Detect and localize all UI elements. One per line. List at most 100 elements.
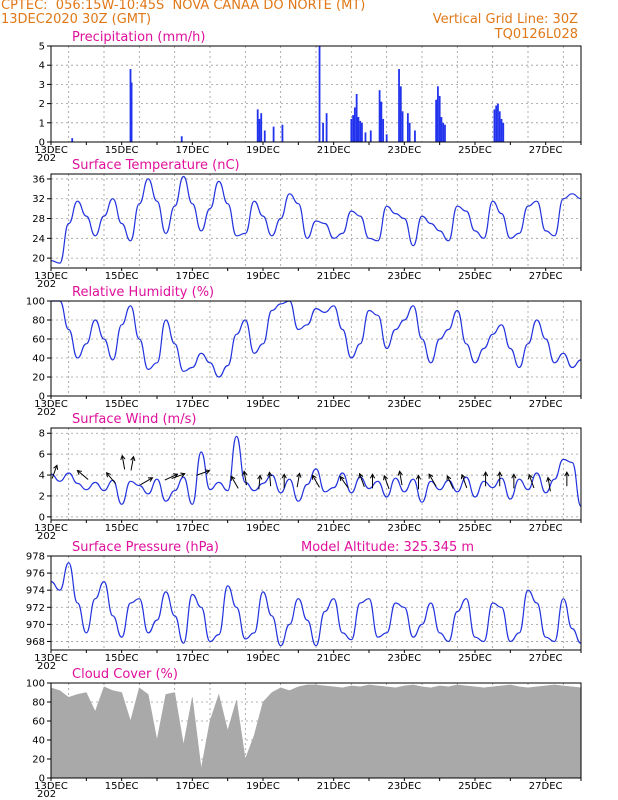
wind-arrow-head: [339, 475, 345, 482]
precip-ytick-label: 3: [39, 80, 45, 91]
wind-ytick-label: 8: [39, 429, 45, 440]
pressure-series-line: [50, 562, 582, 647]
pressure-xtick-label: 25DEC: [458, 653, 492, 664]
cloud-xtick-label: 27DEC: [529, 781, 563, 792]
cloud-xtick-label: 21DEC: [317, 781, 351, 792]
wind-arrow-shaft: [164, 473, 178, 481]
cloud-title: Cloud Cover (%): [72, 667, 178, 682]
pressure-frame: [50, 555, 582, 651]
wind-arrow-head: [358, 472, 364, 479]
precip-ytick-label: 0: [39, 138, 45, 149]
wind-arrow-shaft: [428, 473, 437, 487]
wind-arrow-shaft: [171, 473, 185, 479]
precip-bar: [364, 132, 367, 142]
precip-bar: [322, 122, 324, 142]
wind-arrow-shaft: [528, 474, 535, 489]
precip-bar: [355, 94, 358, 142]
wind-arrow-head: [460, 473, 466, 480]
wind-arrow-head: [446, 475, 452, 481]
temp-ytick-label: 36: [32, 174, 45, 185]
temp-xtick-label: 27DEC: [529, 271, 563, 282]
wind-xtick-label: 25DEC: [458, 523, 492, 534]
precip-ytick-label: 5: [39, 42, 45, 53]
wind-arrow-shaft: [547, 477, 551, 492]
precip-bar: [406, 113, 409, 142]
humidity-series-line: [50, 300, 582, 378]
precip-bar: [500, 118, 503, 142]
cloud-ytick-label: 0: [39, 774, 45, 785]
humidity-xtick-label: 25DEC: [458, 399, 492, 410]
precip-bar: [258, 118, 261, 142]
wind-arrow-head: [497, 471, 503, 477]
pressure-xtick-label: 13DEC: [34, 653, 68, 664]
precip-bar: [399, 86, 402, 142]
cloud-xtick-label: 25DEC: [458, 781, 492, 792]
precip-bar: [350, 118, 353, 142]
wind-xtick-label: 15DEC: [105, 523, 139, 534]
header-model-id: TQ0126L028: [494, 27, 578, 42]
wind-arrow-head: [242, 470, 248, 476]
precip-xtick-label: 19DEC: [246, 145, 280, 156]
cloud-ytick-label: 60: [32, 717, 45, 728]
precip-bar: [444, 124, 446, 142]
precip-bar: [272, 126, 275, 142]
wind-arrow-head: [230, 475, 236, 481]
precip-bar: [352, 115, 354, 142]
wind-arrow-shaft: [106, 472, 116, 484]
wind-arrow-shaft: [383, 475, 390, 490]
wind-arrow-head: [383, 474, 388, 481]
cloud-xtick-label: 13DEC: [34, 781, 68, 792]
humidity-xtick-label: 27DEC: [529, 399, 563, 410]
wind-series-line: [50, 435, 582, 507]
wind-arrow-head: [546, 476, 552, 482]
wind-ytick-label: 6: [39, 450, 45, 461]
precip-xtick-label: 25DEC: [458, 145, 492, 156]
precip-bar: [498, 111, 501, 142]
wind-arrow-shaft: [121, 455, 126, 470]
precip-bar: [495, 105, 498, 142]
cloud-xtick-year: 202: [37, 789, 56, 800]
pressure-ytick-label: 974: [26, 586, 45, 597]
wind-arrow-head: [180, 472, 186, 478]
precip-xtick-label: 17DEC: [175, 145, 209, 156]
pressure-xtick-label: 15DEC: [105, 653, 139, 664]
pressure-ytick-label: 970: [26, 620, 45, 631]
humidity-xtick-label: 15DEC: [105, 399, 139, 410]
temp-xtick-label: 19DEC: [246, 271, 280, 282]
humidity-ytick-label: 60: [32, 335, 45, 346]
precip-xtick-label: 27DEC: [529, 145, 563, 156]
temp-xtick-label: 23DEC: [387, 271, 421, 282]
header-grid-info: Vertical Grid Line: 30Z: [432, 12, 578, 27]
header-station: CPTEC: 056:15W-10:45S NOVA CANAA DO NORT…: [1, 0, 366, 13]
pressure-xtick-label: 27DEC: [529, 653, 563, 664]
precip-bar: [353, 107, 356, 142]
humidity-xtick-label: 17DEC: [175, 399, 209, 410]
humidity-ytick-label: 40: [32, 354, 45, 365]
precip-bar: [497, 103, 499, 142]
precip-bar: [369, 130, 372, 142]
pressure-annotation: Model Altitude: 325.345 m: [301, 540, 474, 555]
precip-ytick-label: 1: [39, 118, 45, 129]
wind-xtick-year: 202: [37, 531, 56, 542]
precip-xtick-label: 23DEC: [387, 145, 421, 156]
wind-arrow-head: [428, 473, 434, 479]
wind-arrow-head: [296, 472, 302, 478]
cloud-xtick-label: 15DEC: [105, 781, 139, 792]
pressure-xtick-label: 17DEC: [175, 653, 209, 664]
pressure-ytick-label: 972: [26, 603, 45, 614]
precip-bar: [442, 122, 445, 142]
temp-title: Surface Temperature (nC): [72, 158, 240, 173]
wind-arrow-head: [483, 471, 489, 477]
temp-xtick-year: 202: [37, 279, 56, 290]
temp-ytick-label: 20: [32, 254, 45, 265]
wind-xtick-label: 27DEC: [529, 523, 563, 534]
cloud-xtick-label: 19DEC: [246, 781, 280, 792]
precip-bar: [361, 122, 363, 142]
wind-arrow-shaft: [296, 473, 301, 488]
header-datetime: 13DEC2020 30Z (GMT): [1, 12, 152, 27]
cloud-ytick-label: 100: [26, 679, 45, 690]
precip-title: Precipitation (mm/h): [72, 30, 205, 45]
wind-xtick-label: 21DEC: [317, 523, 351, 534]
precip-bar: [281, 124, 284, 142]
humidity-xtick-label: 23DEC: [387, 399, 421, 410]
